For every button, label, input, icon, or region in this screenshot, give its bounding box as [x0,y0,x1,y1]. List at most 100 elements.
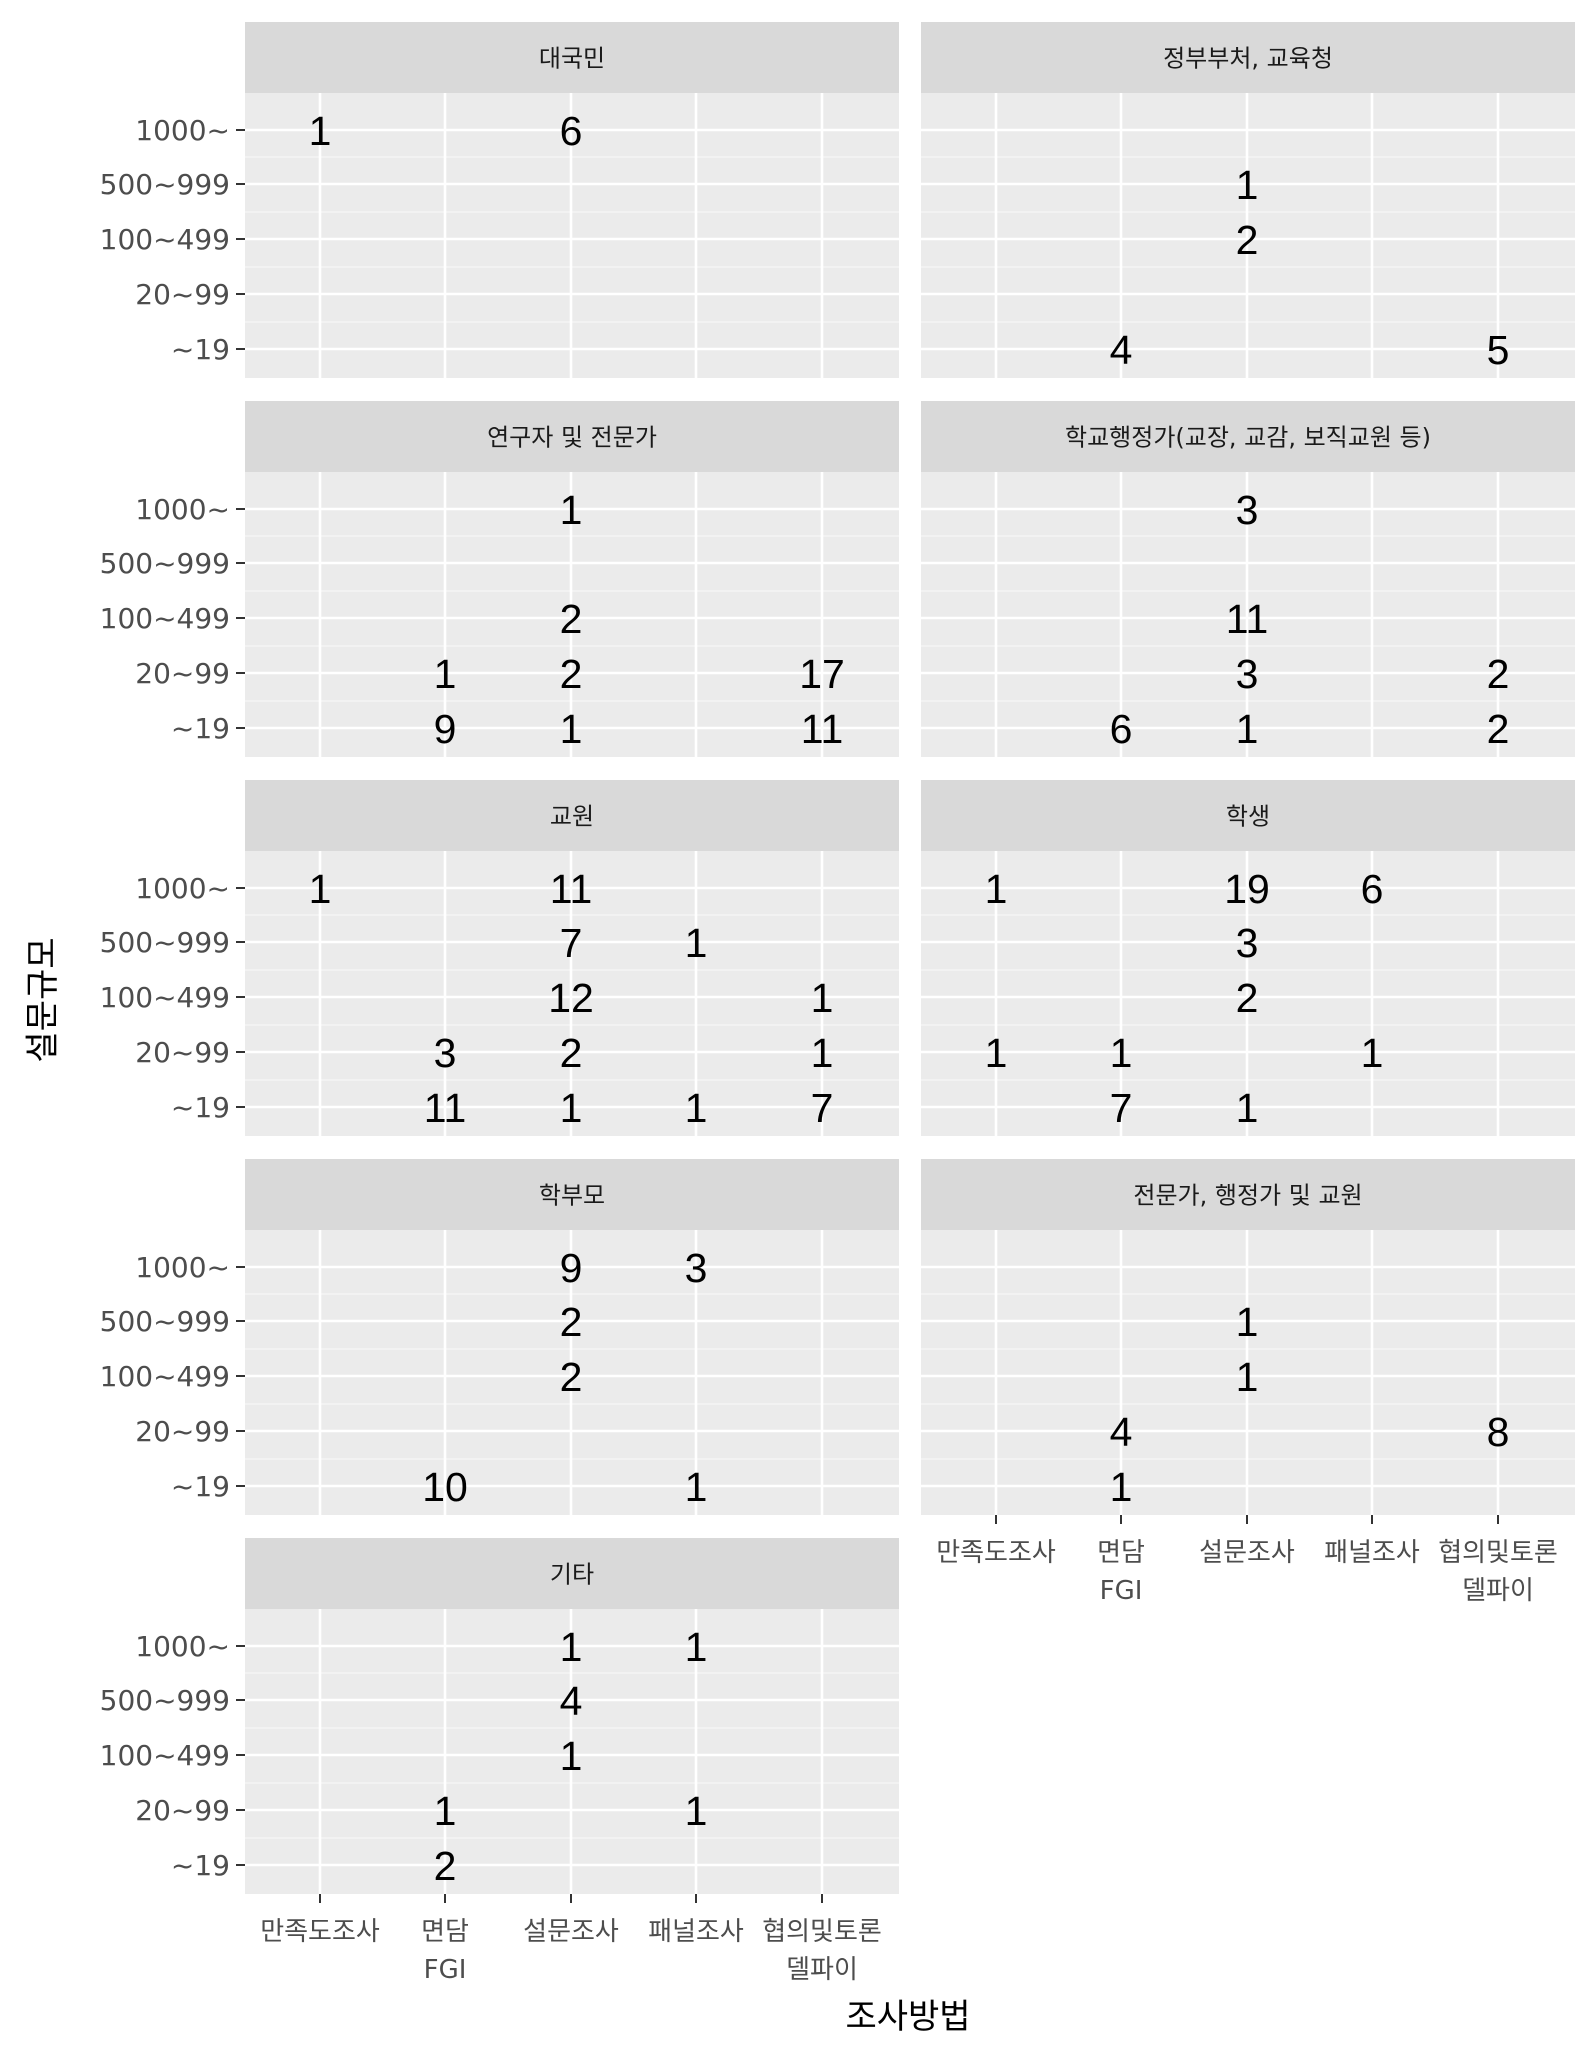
data-label: 2 [560,596,583,642]
data-label: 17 [799,651,845,697]
x-tick-label: 설문조사 [1199,1538,1295,1568]
data-label: 2 [560,1299,583,1345]
data-label: 5 [1487,327,1510,373]
data-label: 2 [560,1030,583,1076]
facet-title: 전문가, 행정가 및 교원 [1133,1182,1362,1210]
y-tick-label: 500~999 [100,1305,230,1338]
data-label: 7 [560,920,583,966]
facet-title: 기타 [550,1561,594,1589]
data-label: 11 [801,706,844,752]
data-label: 19 [1224,866,1270,912]
facet-strip [921,22,1575,93]
facet-panel: 대국민 ~19 20~99 100~499 500~999 1000~ 1 6 [100,22,899,378]
x-tick-label: 만족도조사 [260,1917,380,1947]
y-tick-label: 20~99 [135,1794,230,1827]
data-label: 2 [560,1354,583,1400]
data-label: 9 [434,706,457,752]
data-label: 1 [434,651,457,697]
y-tick-label: 1000~ [135,1630,230,1663]
facet-panel: 학교행정가(교장, 교감, 보직교원 등) 3 11 3 2 6 1 2 [921,401,1575,757]
y-tick-label: ~19 [171,1470,230,1503]
facet-strip [245,780,899,851]
data-label: 3 [1236,920,1259,966]
data-label: 9 [560,1245,583,1291]
y-tick-label: 1000~ [135,493,230,526]
data-label: 1 [685,1464,708,1510]
data-label: 1 [560,487,583,533]
data-label: 1 [1110,1464,1133,1510]
facet-panel: 정부부처, 교육청 1 2 4 5 [921,22,1575,378]
data-label: 4 [1110,327,1133,373]
y-tick-label: 20~99 [135,278,230,311]
y-tick-label: 500~999 [100,1684,230,1717]
facet-strip [921,401,1575,472]
data-label: 1 [985,866,1008,912]
data-label: 1 [985,1030,1008,1076]
y-tick-label: 100~499 [100,1360,230,1393]
y-tick-label: 1000~ [135,1251,230,1284]
y-tick-label: 100~499 [100,981,230,1014]
y-tick-label: 1000~ [135,872,230,905]
facet-title: 학부모 [539,1182,605,1210]
data-label: 1 [1236,706,1259,752]
facet-panel: 학생 1 19 6 3 2 1 1 1 7 1 [921,780,1575,1136]
data-label: 8 [1487,1409,1510,1455]
data-label: 2 [434,1843,457,1889]
facet-title: 학생 [1226,803,1270,831]
data-label: 6 [1110,706,1133,752]
x-tick-label: 만족도조사 [936,1538,1056,1568]
data-label: 1 [434,1788,457,1834]
data-label: 7 [811,1085,834,1131]
y-tick-label: 20~99 [135,1036,230,1069]
data-label: 1 [560,1733,583,1779]
data-label: 1 [811,1030,834,1076]
y-tick-label: 20~99 [135,657,230,690]
data-label: 6 [1361,866,1384,912]
data-label: 2 [1236,217,1259,263]
facet-title: 학교행정가(교장, 교감, 보직교원 등) [1065,424,1431,452]
y-tick-label: 500~999 [100,168,230,201]
data-label: 2 [560,651,583,697]
y-tick-label: ~19 [171,333,230,366]
facet-strip [921,780,1575,851]
data-label: 1 [1236,1354,1259,1400]
data-label: 3 [685,1245,708,1291]
data-label: 1 [1236,1299,1259,1345]
data-label: 6 [560,108,583,154]
y-axis-title: 설문규모 [23,937,63,1062]
y-tick-label: 20~99 [135,1415,230,1448]
y-tick-label: 100~499 [100,1739,230,1772]
x-tick-label: 협의및토론 델파이 [762,1917,882,1985]
data-label: 1 [1236,162,1259,208]
data-label: 3 [434,1030,457,1076]
data-label: 1 [1110,1030,1133,1076]
facet-strip [245,1159,899,1230]
data-label: 1 [560,1624,583,1670]
data-label: 1 [685,1085,708,1131]
facet-strip [245,22,899,93]
facet-strip [245,401,899,472]
x-tick-label: 설문조사 [523,1917,619,1947]
data-label: 1 [685,1788,708,1834]
data-label: 11 [1226,596,1269,642]
facet-strip [921,1159,1575,1230]
data-label: 1 [1236,1085,1259,1131]
facet-title: 대국민 [539,45,605,73]
facet-panel: 학부모 ~19 20~99 100~499 500~999 1000~ 9 3 2 2 10 1 [100,1159,899,1515]
data-label: 1 [309,108,332,154]
data-label: 2 [1236,975,1259,1021]
data-label: 2 [1487,706,1510,752]
y-tick-label: ~19 [171,1091,230,1124]
facet-panel: 연구자 및 전문가 ~19 20~99 100~499 500~999 1000~ 1 2 1 2… [100,401,899,757]
data-label: 12 [548,975,594,1021]
y-tick-label: 100~499 [100,602,230,635]
data-label: 4 [560,1678,583,1724]
facet-panel: 기타 ~19 20~99 100~499 500~999 1000~ 만족도조사 면담 FGI 설… [100,1538,899,1985]
data-label: 3 [1236,651,1259,697]
x-tick-label: 면담 FGI [421,1917,469,1985]
y-tick-label: ~19 [171,1849,230,1882]
x-tick-label: 협의및토론 델파이 [1438,1538,1558,1606]
x-tick-label: 패널조사 [1324,1538,1420,1568]
